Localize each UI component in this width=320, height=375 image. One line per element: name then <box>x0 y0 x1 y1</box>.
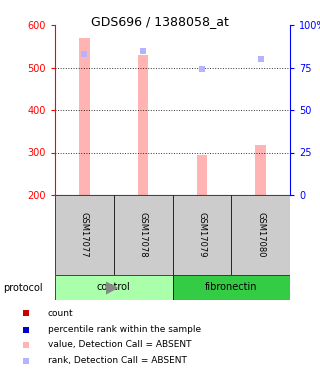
Text: GSM17078: GSM17078 <box>139 212 148 258</box>
Bar <box>79 38 90 195</box>
Bar <box>138 55 148 195</box>
Text: rank, Detection Call = ABSENT: rank, Detection Call = ABSENT <box>48 357 187 366</box>
Polygon shape <box>106 281 118 295</box>
Bar <box>55 195 114 275</box>
Text: count: count <box>48 309 74 318</box>
Bar <box>114 195 172 275</box>
Bar <box>196 156 207 195</box>
Bar <box>172 275 290 300</box>
Bar <box>255 145 266 195</box>
Text: percentile rank within the sample: percentile rank within the sample <box>48 325 201 334</box>
Text: fibronectin: fibronectin <box>205 282 258 292</box>
Text: value, Detection Call = ABSENT: value, Detection Call = ABSENT <box>48 340 191 350</box>
Text: control: control <box>97 282 131 292</box>
Text: GSM17077: GSM17077 <box>80 212 89 258</box>
Bar <box>172 195 231 275</box>
Bar <box>231 195 290 275</box>
Text: GDS696 / 1388058_at: GDS696 / 1388058_at <box>91 15 229 28</box>
Bar <box>55 275 172 300</box>
Text: GSM17080: GSM17080 <box>256 212 265 258</box>
Text: GSM17079: GSM17079 <box>197 212 206 258</box>
Text: protocol: protocol <box>3 283 43 293</box>
